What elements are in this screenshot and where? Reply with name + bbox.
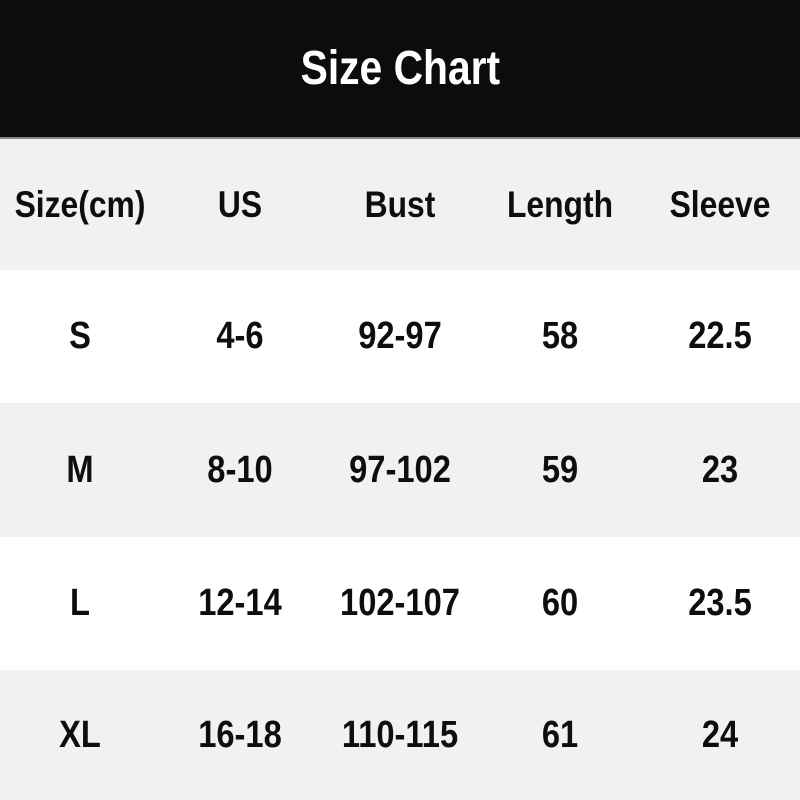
table-header-row: Size(cm) US Bust Length Sleeve <box>0 139 800 270</box>
cell-s-sleeve: 22.5 <box>688 315 752 357</box>
table-row-m: M 8-10 97-102 59 23 <box>0 403 800 537</box>
cell-xl-bust: 110-115 <box>341 713 459 756</box>
cell-l-us: 12-14 <box>198 582 282 624</box>
cell-xl-length: 61 <box>541 713 579 756</box>
cell-l-size: L <box>70 582 90 624</box>
cell-m-sleeve: 23 <box>701 448 739 491</box>
column-header-us: US <box>217 183 263 225</box>
cell-s-us: 4-6 <box>216 315 264 357</box>
column-header-length: Length <box>506 183 614 225</box>
size-table: Size(cm) US Bust Length Sleeve S 4-6 92-… <box>0 139 800 800</box>
cell-m-size: M <box>66 448 94 491</box>
page-title: Size Chart <box>300 42 500 95</box>
cell-s-size: S <box>69 315 91 357</box>
table-row-s: S 4-6 92-97 58 22.5 <box>0 270 800 403</box>
column-header-size: Size(cm) <box>14 183 146 225</box>
cell-s-bust: 92-97 <box>358 315 442 357</box>
cell-m-bust: 97-102 <box>349 448 451 491</box>
cell-xl-us: 16-18 <box>198 713 282 756</box>
cell-m-length: 59 <box>541 448 579 491</box>
table-row-xl: XL 16-18 110-115 61 24 <box>0 670 800 800</box>
table-row-l: L 12-14 102-107 60 23.5 <box>0 537 800 670</box>
cell-l-length: 60 <box>541 582 579 624</box>
column-header-bust: Bust <box>364 183 436 225</box>
column-header-sleeve: Sleeve <box>669 183 771 225</box>
cell-xl-size: XL <box>59 713 101 756</box>
cell-l-sleeve: 23.5 <box>688 582 752 624</box>
cell-xl-sleeve: 24 <box>701 713 739 756</box>
cell-l-bust: 102-107 <box>340 582 460 624</box>
cell-m-us: 8-10 <box>207 448 273 491</box>
title-band: Size Chart <box>0 0 800 139</box>
cell-s-length: 58 <box>541 315 579 357</box>
